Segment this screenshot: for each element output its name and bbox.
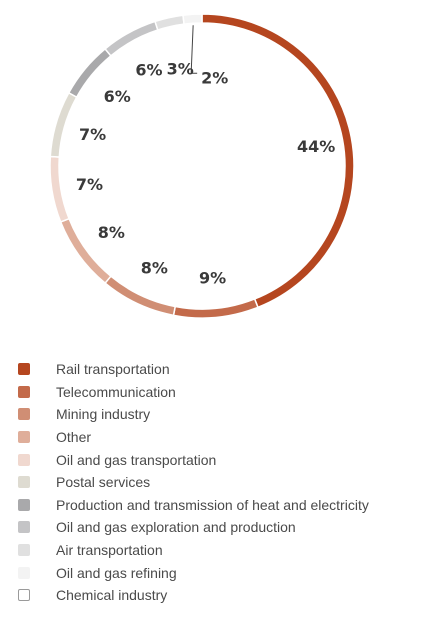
legend-item: Mining industry: [18, 403, 369, 426]
donut-slice: [49, 91, 78, 158]
legend-item: Air transportation: [18, 539, 369, 562]
legend-item: Oil and gas exploration and production: [18, 516, 369, 539]
legend-label: Oil and gas refining: [56, 564, 177, 581]
donut-slice: [104, 275, 177, 317]
legend-label: Oil and gas exploration and production: [56, 519, 296, 536]
slice-value-label: 8%: [141, 258, 168, 277]
legend-swatch: [18, 544, 30, 557]
leader-line: [190, 25, 198, 74]
slice-value-label: 7%: [79, 125, 106, 144]
donut-slice: [154, 14, 185, 31]
donut-slice: [172, 297, 259, 319]
slice-value-label: 9%: [199, 269, 226, 288]
legend-swatch: [18, 589, 30, 602]
legend-swatch: [18, 431, 30, 444]
slice-value-label: 7%: [76, 175, 103, 194]
legend-swatch: [18, 385, 30, 398]
legend-item: Rail transportation: [18, 358, 369, 381]
legend-label: Oil and gas transportation: [56, 451, 217, 468]
chart-legend: Rail transportation Telecommunication Mini…: [18, 358, 369, 607]
legend-item: Production and transmission of heat and …: [18, 494, 369, 517]
donut-slice: [49, 155, 71, 223]
legend-item: Telecommunication: [18, 381, 369, 404]
legend-item: Oil and gas transportation: [18, 448, 369, 471]
legend-label: Mining industry: [56, 406, 151, 423]
legend-label: Other: [56, 429, 92, 446]
legend-item: Oil and gas refining: [18, 561, 369, 584]
legend-label: Rail transportation: [56, 361, 170, 378]
legend-swatch: [18, 521, 30, 534]
legend-item: Other: [18, 426, 369, 449]
legend-item: Chemical industry: [18, 584, 369, 607]
slice-value-label: 3%: [167, 59, 194, 78]
slice-value-label: 2%: [201, 68, 228, 87]
legend-swatch: [18, 453, 30, 466]
legend-swatch: [18, 363, 30, 376]
slice-value-label: 8%: [98, 223, 125, 242]
legend-swatch: [18, 566, 30, 579]
slice-value-label: 6%: [135, 61, 162, 80]
donut-slice: [201, 13, 355, 309]
legend-swatch: [18, 408, 30, 421]
slice-value-label: 6%: [104, 87, 131, 106]
legend-item: Postal services: [18, 471, 369, 494]
legend-label: Telecommunication: [56, 383, 176, 400]
donut-chart: 44% 9% 8% 8% 7% 7% 6%6% 3% 2%: [49, 13, 355, 319]
legend-label: Production and transmission of heat and …: [56, 496, 369, 513]
slice-value-label: 44%: [297, 137, 335, 156]
donut-slice: [104, 20, 159, 57]
legend-label: Air transportation: [56, 542, 163, 559]
legend-swatch: [18, 498, 30, 511]
legend-label: Chemical industry: [56, 587, 168, 604]
donut-slice: [182, 13, 203, 25]
legend-swatch: [18, 476, 30, 489]
legend-label: Postal services: [56, 474, 151, 491]
